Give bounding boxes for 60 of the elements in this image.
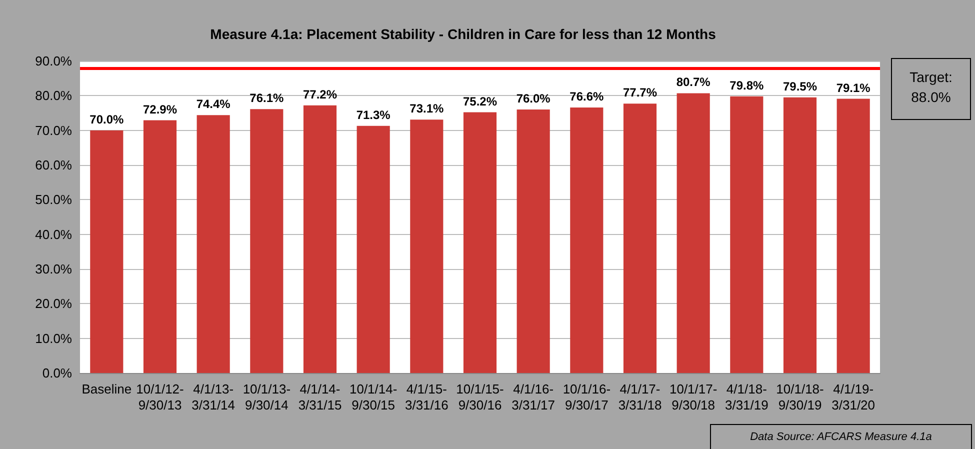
y-tick-label: 70.0% — [35, 122, 72, 138]
bar — [623, 104, 657, 373]
data-label: 70.0% — [90, 112, 124, 126]
bar — [463, 112, 497, 373]
data-label: 76.6% — [570, 89, 604, 104]
data-label: 77.7% — [622, 86, 658, 100]
y-tick-label: 40.0% — [35, 226, 72, 242]
data-label: 71.3% — [356, 108, 391, 122]
data-label: 79.1% — [836, 80, 871, 95]
x-tick-label: 4/1/17-3/31/18 — [618, 382, 662, 412]
bar — [570, 107, 604, 373]
bar — [730, 96, 764, 373]
x-tick-label: 4/1/14-3/31/15 — [298, 382, 342, 412]
bar — [516, 110, 550, 373]
ref-line-label: Target: 88.0% — [910, 69, 952, 105]
bar — [143, 120, 177, 373]
bar — [783, 97, 817, 373]
bar — [676, 93, 710, 373]
bar — [90, 130, 124, 373]
data-label: 73.1% — [410, 102, 444, 116]
x-tick-label: 4/1/19-3/31/20 — [832, 382, 876, 412]
data-label: 76.1% — [250, 91, 284, 106]
y-tick-label: 10.0% — [35, 330, 72, 346]
data-label: 76.0% — [516, 92, 551, 106]
data-label: 72.9% — [142, 102, 178, 116]
x-tick-label: 10/1/14-9/30/15 — [349, 382, 398, 412]
bar — [836, 98, 870, 373]
bar — [356, 126, 390, 373]
bar — [196, 115, 230, 373]
y-tick-label: 50.0% — [35, 192, 72, 208]
x-tick-label: 10/1/15-9/30/16 — [456, 382, 504, 412]
bar — [410, 120, 444, 373]
x-tick-label: 10/1/13-9/30/14 — [242, 382, 291, 412]
bar — [250, 109, 284, 373]
x-tick-label: Baseline — [82, 382, 132, 396]
x-tick-label: 4/1/15-3/31/16 — [404, 382, 448, 412]
x-tick-label: 10/1/16-9/30/17 — [562, 382, 611, 412]
x-tick-label: 10/1/17-9/30/18 — [669, 382, 718, 412]
source-note: Data Source: AFCARS Measure 4.1a — [750, 431, 932, 443]
chart-title: Measure 4.1a: Placement Stability - Children in Care for less than 12 Months — [210, 26, 716, 42]
y-tick-label: 80.0% — [35, 88, 72, 104]
data-label: 75.2% — [462, 94, 498, 108]
y-tick-label: 60.0% — [35, 158, 72, 172]
x-tick-label: 4/1/18-3/31/19 — [724, 382, 768, 412]
label-box: Target: 88.0% — [891, 58, 971, 120]
data-label: 79.5% — [782, 79, 818, 94]
y-tick-label: 20.0% — [35, 296, 72, 312]
x-tick-label: 4/1/16-3/31/17 — [512, 382, 556, 412]
y-tick-label: 30.0% — [35, 262, 72, 276]
data-label: 79.8% — [730, 78, 764, 92]
data-label: 80.7% — [676, 75, 711, 90]
bar — [303, 105, 337, 373]
x-tick-label: 10/1/12-9/30/13 — [136, 382, 184, 412]
note-box: Data Source: AFCARS Measure 4.1a — [710, 424, 972, 449]
y-tick-label: 90.0% — [35, 54, 72, 68]
x-tick-label: 4/1/13-3/31/14 — [192, 382, 236, 412]
data-label: 74.4% — [196, 97, 231, 112]
x-tick-label: 10/1/18-9/30/19 — [776, 382, 824, 412]
data-label: 77.2% — [302, 87, 338, 102]
y-tick-label: 0.0% — [42, 366, 72, 380]
